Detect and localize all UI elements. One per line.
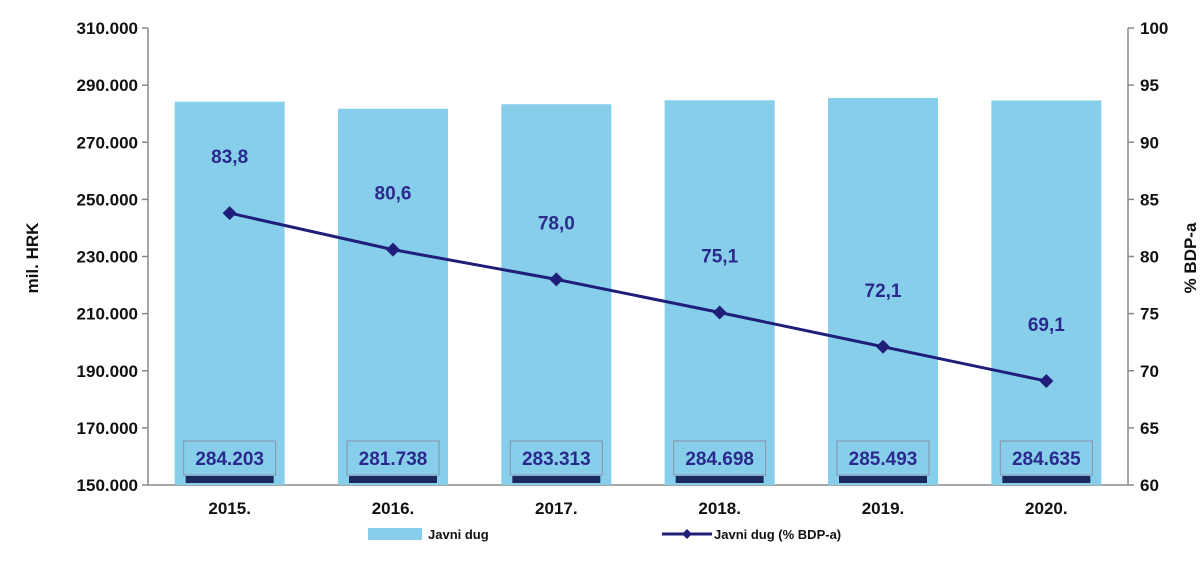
bar-label-box — [673, 440, 767, 476]
left-axis-ticks: 150.000 170.000 190.000 210.000 230.000 250.0… — [77, 19, 148, 495]
bar-label-box — [999, 440, 1093, 476]
y2-tick-label: 100 — [1140, 19, 1168, 38]
y-tick-label: 310.000 — [77, 19, 138, 38]
bar-label-box — [346, 440, 440, 476]
bar — [664, 100, 775, 486]
line-value-label: 75,1 — [701, 246, 738, 267]
y2-tick-label: 65 — [1140, 419, 1159, 438]
line-point — [549, 272, 564, 287]
bar-value-label: 283.313 — [522, 449, 591, 470]
line-point — [222, 206, 237, 221]
bar-base-strip — [349, 476, 437, 483]
y2-tick-label: 95 — [1140, 76, 1159, 95]
line-labels: 83,8 80,6 78,0 75,1 72,1 69,1 — [211, 147, 1065, 336]
bar-value-label: 284.698 — [685, 449, 754, 470]
y-axis-title: mil. HRK — [23, 222, 42, 294]
line-point — [876, 339, 890, 354]
line-point — [712, 305, 727, 320]
legend-bar-label: Javni dug — [428, 527, 489, 542]
x-tick-label: 2020. — [1025, 499, 1068, 518]
percent-line — [222, 206, 1054, 389]
bar-base-strip — [839, 476, 927, 483]
bar — [338, 108, 448, 486]
legend-line-label: Javni dug (% BDP-a) — [714, 527, 841, 542]
y-tick-label: 190.000 — [77, 362, 138, 381]
bar-label-box — [183, 440, 277, 476]
bar-value-label: 284.203 — [195, 449, 264, 470]
bar-base-strip — [512, 476, 601, 483]
y2-tick-label: 70 — [1140, 362, 1159, 381]
y2-tick-label: 75 — [1140, 305, 1159, 324]
x-axis-ticks: 2015. 2016. 2017. 2018. 2019. 2020. — [208, 499, 1067, 518]
x-tick-label: 2019. — [862, 499, 905, 518]
bar — [174, 101, 285, 485]
line-value-label: 83,8 — [211, 147, 248, 168]
bar — [828, 97, 938, 486]
line-point — [1039, 374, 1054, 389]
y-tick-label: 230.000 — [77, 248, 138, 267]
legend-bar-swatch — [368, 528, 422, 540]
bar — [991, 100, 1102, 485]
y-tick-label: 250.000 — [77, 190, 138, 209]
x-tick-label: 2016. — [372, 499, 415, 518]
y-tick-label: 170.000 — [77, 419, 138, 438]
line-value-label: 72,1 — [865, 281, 902, 302]
legend: Javni dug Javni dug (% BDP-a) — [368, 527, 841, 542]
line-point — [386, 242, 400, 257]
bar-base-strip — [675, 476, 764, 483]
y2-tick-label: 80 — [1140, 248, 1159, 267]
line-value-label: 69,1 — [1028, 315, 1065, 336]
y2-tick-label: 90 — [1140, 133, 1159, 152]
x-tick-label: 2015. — [208, 499, 251, 518]
y-tick-label: 290.000 — [77, 76, 138, 95]
bar-label-box — [509, 440, 603, 476]
bars — [174, 97, 1102, 486]
y2-tick-label: 85 — [1140, 190, 1159, 209]
right-axis-ticks: 60 65 70 75 80 85 90 95 100 — [1128, 19, 1168, 495]
bar-label-box — [836, 440, 930, 476]
bar-value-label: 285.493 — [849, 449, 918, 470]
bar-value-label: 284.635 — [1012, 449, 1081, 470]
bar-base-strip — [1002, 476, 1091, 483]
y-tick-label: 210.000 — [77, 305, 138, 324]
line-value-label: 80,6 — [375, 184, 412, 205]
bar — [501, 104, 612, 486]
line-value-label: 78,0 — [538, 213, 575, 234]
y-tick-label: 270.000 — [77, 133, 138, 152]
bar-base-strip — [185, 476, 274, 483]
legend-line-marker — [682, 529, 692, 539]
y2-axis-title: % BDP-a — [1181, 222, 1200, 293]
bar-value-label: 281.738 — [359, 449, 428, 470]
x-tick-label: 2018. — [698, 499, 741, 518]
y2-tick-label: 60 — [1140, 476, 1159, 495]
series-line — [229, 211, 1047, 383]
y-tick-label: 150.000 — [77, 476, 138, 495]
bar-labels: 284.203 281.738 283.313 284.698 285.493 284.6… — [183, 440, 1093, 476]
x-tick-label: 2017. — [535, 499, 578, 518]
